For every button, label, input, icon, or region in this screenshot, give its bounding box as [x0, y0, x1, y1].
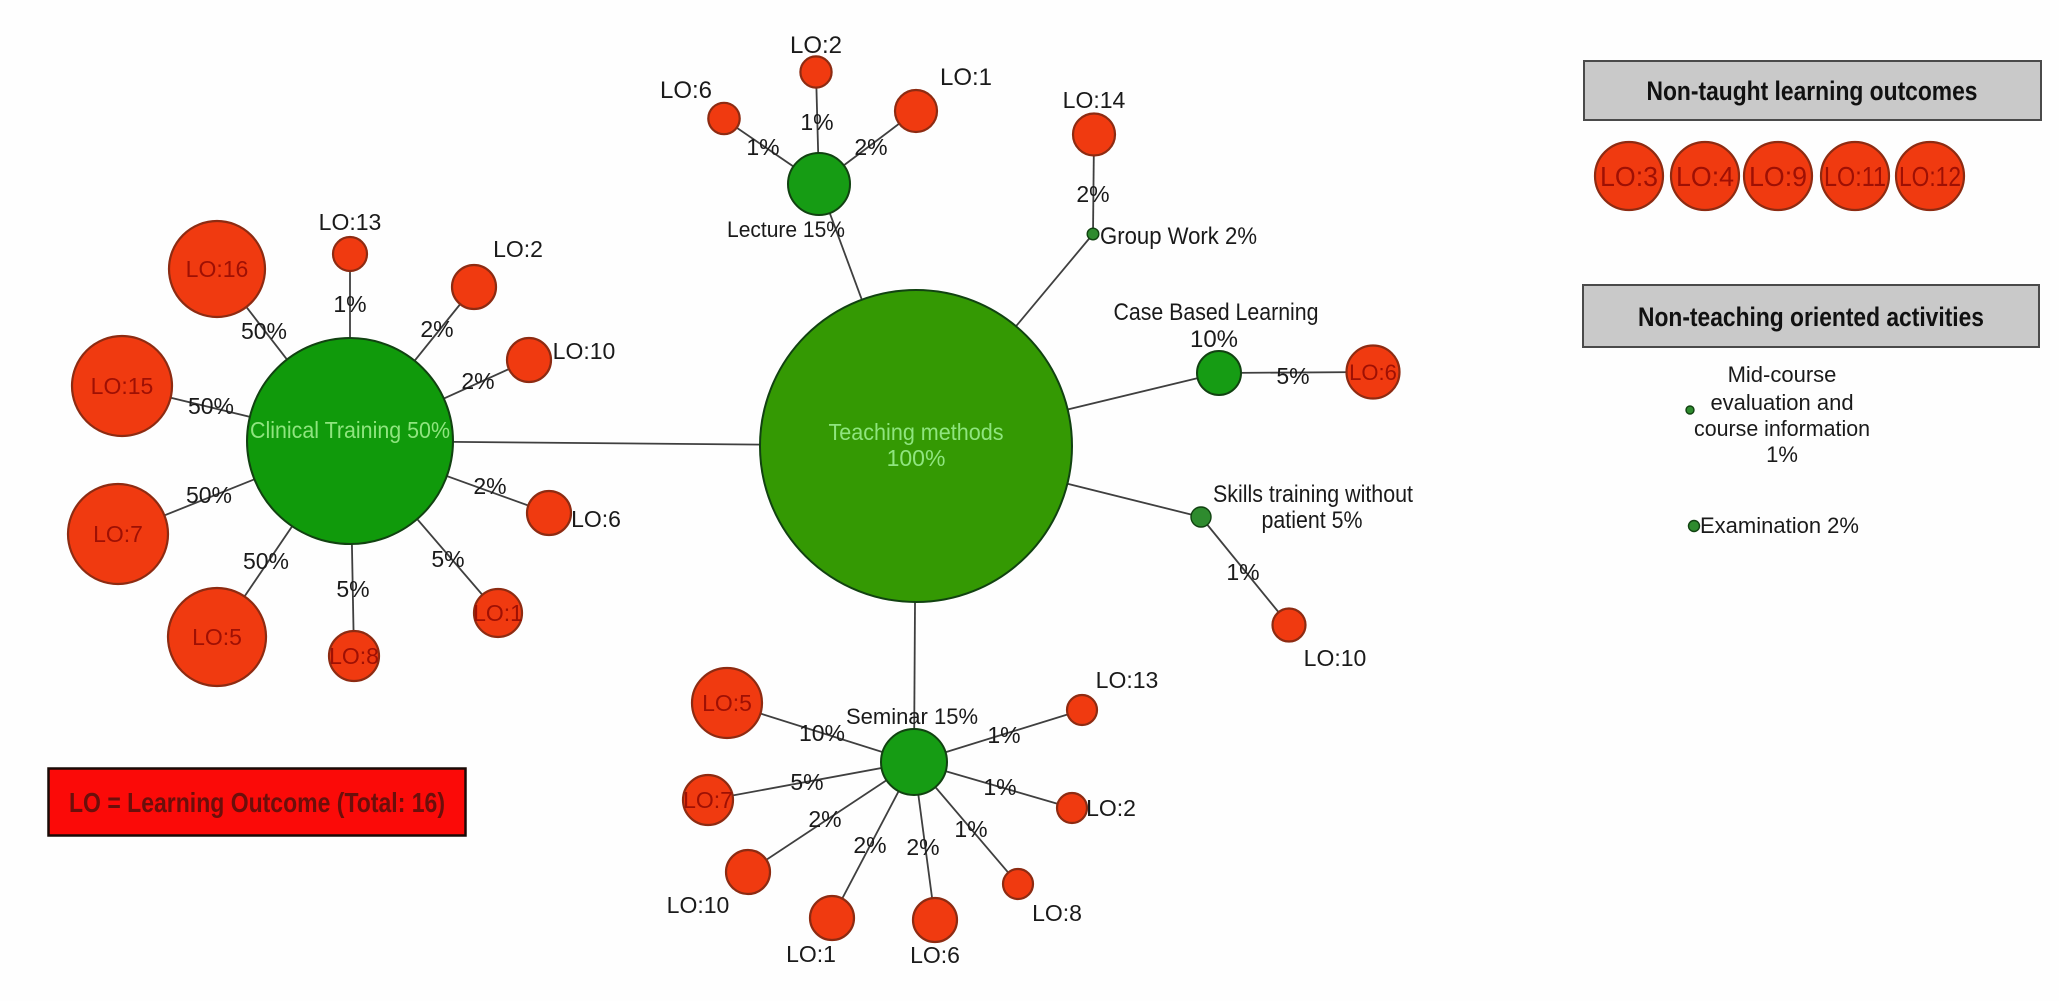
svg-text:LO:10: LO:10: [1304, 645, 1367, 671]
svg-text:10%: 10%: [1190, 326, 1238, 353]
svg-text:10%: 10%: [799, 720, 845, 746]
svg-text:Teaching methods: Teaching methods: [829, 419, 1004, 445]
svg-text:2%: 2%: [473, 473, 506, 499]
svg-text:LO:4: LO:4: [1676, 161, 1734, 192]
svg-text:LO:10: LO:10: [667, 892, 730, 918]
svg-text:LO:13: LO:13: [1096, 667, 1159, 693]
svg-text:5%: 5%: [336, 576, 369, 602]
svg-text:LO:13: LO:13: [319, 209, 382, 235]
svg-text:LO:14: LO:14: [1063, 87, 1126, 113]
svg-text:2%: 2%: [808, 806, 841, 832]
svg-text:LO:6: LO:6: [910, 942, 960, 968]
svg-text:LO:3: LO:3: [1600, 161, 1658, 192]
svg-text:2%: 2%: [854, 134, 887, 160]
svg-text:Seminar 15%: Seminar 15%: [846, 704, 978, 729]
svg-text:1%: 1%: [954, 816, 987, 842]
svg-text:50%: 50%: [186, 482, 232, 508]
svg-text:LO:10: LO:10: [553, 338, 616, 364]
svg-text:LO:8: LO:8: [1032, 900, 1082, 926]
svg-text:LO = Learning Outcome (Total:: LO = Learning Outcome (Total: 16): [69, 787, 445, 818]
svg-text:2%: 2%: [1076, 181, 1109, 207]
svg-text:1%: 1%: [1766, 442, 1798, 467]
svg-text:100%: 100%: [887, 445, 946, 471]
svg-text:2%: 2%: [906, 834, 939, 860]
svg-text:LO:11: LO:11: [1824, 161, 1886, 192]
svg-text:LO:1: LO:1: [473, 600, 523, 626]
svg-text:1%: 1%: [987, 722, 1020, 748]
svg-text:LO:6: LO:6: [660, 77, 712, 104]
svg-text:patient 5%: patient 5%: [1262, 507, 1363, 534]
svg-text:1%: 1%: [1226, 559, 1259, 585]
svg-text:5%: 5%: [1276, 363, 1309, 389]
svg-text:Clinical Training 50%: Clinical Training 50%: [250, 417, 450, 443]
svg-text:evaluation and: evaluation and: [1710, 390, 1853, 415]
svg-text:Mid-course: Mid-course: [1728, 362, 1837, 387]
svg-text:Non-teaching oriented activiti: Non-teaching oriented activities: [1638, 302, 1984, 332]
svg-text:LO:7: LO:7: [93, 521, 143, 547]
svg-text:Skills training without: Skills training without: [1213, 481, 1413, 508]
svg-text:1%: 1%: [333, 291, 366, 317]
svg-text:LO:5: LO:5: [192, 624, 242, 650]
svg-text:LO:8: LO:8: [329, 643, 379, 669]
svg-text:LO:12: LO:12: [1899, 161, 1961, 192]
svg-text:2%: 2%: [420, 316, 453, 342]
svg-text:Group Work 2%: Group Work 2%: [1100, 223, 1257, 250]
svg-text:50%: 50%: [243, 548, 289, 574]
svg-text:2%: 2%: [461, 368, 494, 394]
svg-text:50%: 50%: [188, 393, 234, 419]
svg-text:LO:7: LO:7: [683, 787, 733, 813]
svg-text:LO:1: LO:1: [786, 941, 836, 967]
svg-text:LO:2: LO:2: [493, 236, 543, 262]
svg-text:5%: 5%: [431, 546, 464, 572]
svg-text:LO:5: LO:5: [702, 690, 752, 716]
svg-text:1%: 1%: [800, 109, 833, 135]
svg-text:Case Based Learning: Case Based Learning: [1114, 299, 1319, 326]
svg-text:LO:16: LO:16: [186, 256, 249, 282]
svg-text:LO:15: LO:15: [91, 373, 154, 399]
svg-text:LO:6: LO:6: [571, 506, 621, 532]
svg-text:50%: 50%: [241, 318, 287, 344]
svg-text:1%: 1%: [746, 134, 779, 160]
svg-text:Lecture 15%: Lecture 15%: [727, 217, 845, 242]
svg-text:LO:9: LO:9: [1749, 161, 1807, 192]
svg-text:LO:2: LO:2: [1086, 795, 1136, 821]
svg-text:LO:6: LO:6: [1349, 360, 1397, 385]
svg-text:LO:2: LO:2: [790, 32, 842, 59]
svg-text:2%: 2%: [853, 832, 886, 858]
svg-text:LO:1: LO:1: [940, 64, 992, 91]
svg-text:course information: course information: [1694, 416, 1870, 441]
svg-text:1%: 1%: [983, 774, 1016, 800]
svg-text:Examination 2%: Examination 2%: [1700, 513, 1859, 538]
svg-text:5%: 5%: [790, 769, 823, 795]
svg-text:Non-taught learning outcomes: Non-taught learning outcomes: [1647, 76, 1978, 106]
